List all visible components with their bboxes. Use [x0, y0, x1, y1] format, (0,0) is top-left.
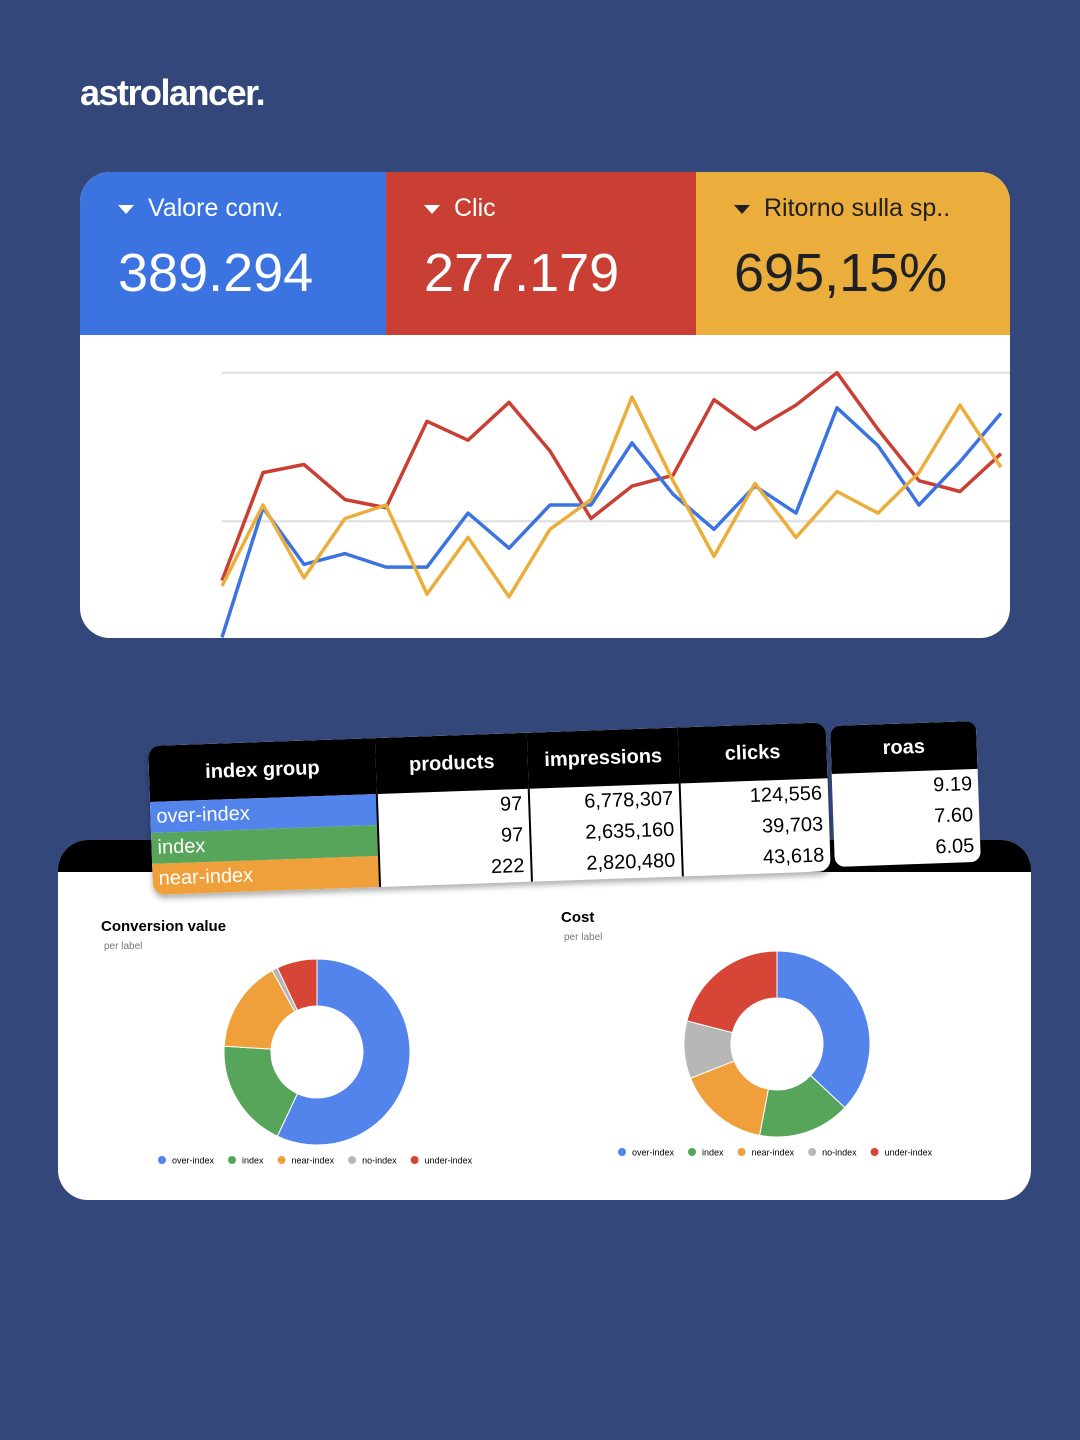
- line-series: [220, 406, 1003, 638]
- legend-label: over-index: [632, 1148, 675, 1158]
- donut-charts: Conversion value per label over-index index…: [101, 909, 933, 1166]
- brand: astrolancer.: [80, 72, 266, 113]
- table-row: 6.05: [834, 831, 981, 867]
- legend-label: near-index: [752, 1148, 795, 1158]
- table-cell: 124,556: [679, 778, 829, 815]
- table-row: 7.60: [833, 800, 980, 836]
- donut-slice: [276, 958, 318, 1012]
- legend-label: index: [242, 1156, 264, 1166]
- table-cell: 6.05: [934, 835, 975, 859]
- legend-dot: [618, 1148, 626, 1156]
- donut-subtitle: per label: [104, 941, 142, 952]
- roas-table: roas 9.19 7.60 6.05: [830, 720, 981, 867]
- legend-dot: [688, 1148, 697, 1156]
- legend-label: near-index: [292, 1156, 335, 1166]
- table-cell: 39,703: [680, 809, 830, 846]
- donut-title: Conversion value: [101, 918, 226, 935]
- legend-label: over-index: [172, 1156, 215, 1166]
- kpi-value: 277.179: [424, 243, 620, 303]
- table-header: clicks: [677, 722, 828, 784]
- table-header: products: [374, 732, 529, 795]
- kpi-panel: Clic 277.179: [386, 172, 696, 335]
- kpi-card: Valore conv. 389.294 Clic 277.179 Ritorno su…: [80, 172, 1010, 638]
- table-cell: 222: [378, 850, 532, 887]
- donut-slice: [686, 950, 778, 1034]
- table-header: roas: [830, 720, 978, 774]
- legend-dot: [870, 1148, 879, 1156]
- legend-label: no-index: [362, 1156, 397, 1166]
- legend-label: under-index: [425, 1156, 473, 1166]
- kpi-value: 389.294: [118, 243, 314, 303]
- kpi-label: Ritorno sulla sp..: [734, 194, 950, 223]
- table-cell: 9.19: [932, 773, 973, 797]
- legend-label: no-index: [822, 1148, 857, 1158]
- kpi-panel: Ritorno sulla sp.. 695,15%: [696, 172, 1010, 335]
- header-row: roas: [830, 720, 978, 774]
- index-table: index group products impressions clicks over…: [148, 722, 831, 895]
- table-cell: 7.60: [933, 804, 974, 828]
- kpi-value: 695,15%: [734, 243, 948, 303]
- kpi-label: Clic: [424, 194, 496, 223]
- legend-dot: [348, 1156, 357, 1164]
- line-series: [220, 370, 1003, 582]
- legend-dot: [228, 1156, 237, 1164]
- line-series: [220, 395, 1003, 599]
- table-cell: 2,820,480: [530, 845, 683, 882]
- donut-slice: [276, 958, 411, 1146]
- legend-dot: [808, 1148, 817, 1156]
- legend-label: index: [702, 1148, 724, 1158]
- line-chart: [220, 370, 1010, 638]
- legend-dot: [277, 1156, 286, 1164]
- donut-title: Cost: [561, 909, 594, 926]
- donut-card: Conversion value per label over-index index…: [58, 840, 1031, 1200]
- table-header: impressions: [526, 727, 680, 789]
- kpi-label: Valore conv.: [118, 194, 283, 223]
- legend-dot: [158, 1156, 166, 1164]
- kpi-panel: Valore conv. 389.294: [80, 172, 386, 335]
- legend-dot: [737, 1148, 746, 1156]
- table-row: 9.19: [832, 769, 979, 805]
- donut-subtitle: per label: [564, 932, 602, 943]
- legend-dot: [410, 1156, 419, 1164]
- legend-label: under-index: [885, 1148, 933, 1158]
- table-header: index group: [148, 738, 377, 802]
- table-cell: 43,618: [681, 840, 831, 877]
- donut-slice: [776, 950, 871, 1109]
